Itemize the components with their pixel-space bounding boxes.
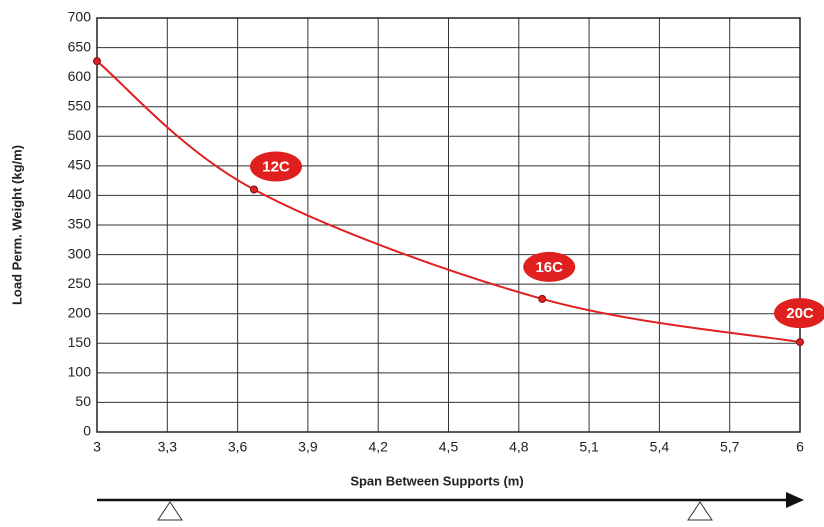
support [157,501,183,521]
x-tick-label: 3,6 [228,439,248,455]
y-tick-label: 400 [68,186,92,202]
x-tick-label: 4,2 [368,439,388,455]
x-tick-label: 6 [796,439,804,455]
y-tick-label: 0 [83,423,91,439]
point [796,338,804,347]
x-tick-label: 3,3 [158,439,178,455]
y-tick-label: 700 [68,9,92,25]
y-tick-label: 600 [68,68,92,84]
x-tick-label: 5,4 [650,439,670,455]
point-label: 12C [262,158,290,175]
y-tick-label: 300 [68,245,92,261]
point [93,57,101,66]
support [687,501,713,521]
y-tick-label: 150 [68,334,92,350]
point [538,294,547,303]
y-tick-label: 200 [68,304,92,320]
line [96,60,801,344]
y-tick-label: 350 [68,216,92,232]
x-tick-label: 4,8 [509,439,529,455]
x-axis-label: Span Between Supports (m) [350,473,523,488]
x-tick-label: 5,1 [579,439,599,455]
arrow-head [786,492,804,508]
point-label: 16C [535,259,563,276]
y-tick-label: 250 [68,275,92,291]
badge-bg [774,298,824,329]
plot-frame [96,17,801,433]
badge-bg [523,251,576,282]
badge-bg [250,151,303,182]
y-tick-label: 550 [68,97,92,113]
y-tick-label: 50 [75,393,91,409]
x-tick-label: 5,7 [720,439,740,455]
y-tick-label: 500 [68,127,92,143]
x-tick-label: 3,9 [298,439,318,455]
point-label: 20C [786,305,814,322]
y-tick-label: 450 [68,157,92,173]
y-tick-label: 650 [68,38,92,54]
x-tick-label: 4,5 [439,439,459,455]
x-tick-label: 3 [93,439,101,455]
y-axis-label: Load Perm. Weight (kg/m) [9,145,24,305]
y-tick-label: 100 [68,364,92,380]
point [250,185,259,194]
